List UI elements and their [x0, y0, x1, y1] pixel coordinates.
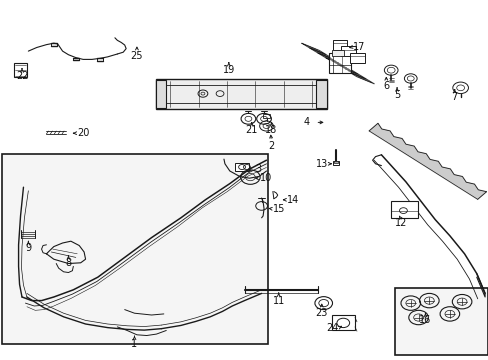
Polygon shape	[341, 68, 366, 79]
Text: 5: 5	[393, 90, 399, 100]
Text: 10: 10	[260, 173, 272, 183]
Bar	[263, 114, 269, 118]
Text: 17: 17	[352, 42, 365, 52]
Text: 21: 21	[245, 125, 258, 135]
Text: 3: 3	[255, 164, 261, 174]
Text: 25: 25	[130, 51, 143, 61]
Polygon shape	[317, 53, 342, 64]
Text: 13: 13	[315, 159, 327, 169]
Bar	[349, 53, 364, 63]
Polygon shape	[309, 48, 333, 59]
Text: 8: 8	[65, 258, 71, 268]
Text: 11: 11	[272, 296, 285, 306]
Text: 9: 9	[25, 243, 31, 253]
Text: 15: 15	[272, 204, 285, 214]
Bar	[328, 53, 350, 73]
Text: 1: 1	[131, 339, 137, 349]
Text: 4: 4	[304, 117, 309, 127]
Bar	[14, 63, 27, 77]
Text: 7: 7	[451, 92, 457, 102]
Text: 18: 18	[264, 125, 277, 135]
Text: 16: 16	[418, 315, 431, 325]
Bar	[331, 50, 343, 56]
Bar	[332, 40, 346, 50]
Text: 20: 20	[77, 128, 89, 138]
Polygon shape	[301, 43, 325, 55]
Bar	[333, 161, 339, 165]
Bar	[155, 79, 326, 109]
Bar	[331, 315, 354, 330]
Bar	[334, 161, 338, 163]
Text: 6: 6	[383, 81, 388, 91]
Text: 23: 23	[315, 308, 327, 318]
Text: 12: 12	[394, 218, 407, 228]
Polygon shape	[333, 63, 358, 74]
Text: 22: 22	[16, 71, 28, 81]
Polygon shape	[349, 72, 374, 84]
Bar	[390, 201, 417, 218]
Text: 19: 19	[222, 65, 235, 75]
Bar	[155, 80, 166, 108]
Text: 14: 14	[286, 195, 299, 205]
Bar	[234, 163, 249, 171]
Text: 2: 2	[268, 141, 274, 151]
Bar	[341, 46, 355, 56]
Polygon shape	[325, 58, 349, 69]
Bar	[315, 80, 326, 108]
Bar	[394, 288, 487, 355]
Polygon shape	[368, 123, 486, 199]
Bar	[2, 154, 267, 344]
Text: 24: 24	[325, 323, 338, 333]
